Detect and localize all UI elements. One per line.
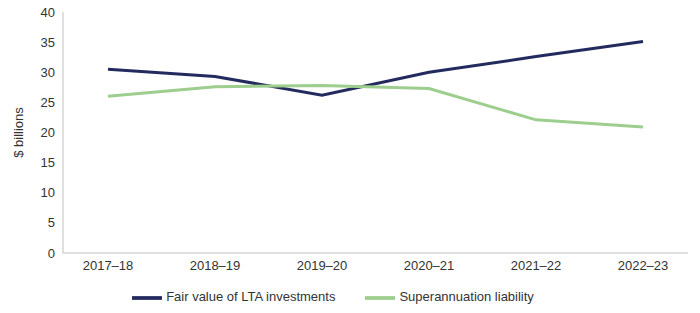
svg-text:2021–22: 2021–22 [511, 258, 562, 273]
svg-text:20: 20 [41, 125, 55, 140]
svg-text:10: 10 [41, 185, 55, 200]
html-text:Fair value of LTA investments: Fair value of LTA investments [166, 289, 336, 305]
svg-text:25: 25 [41, 95, 55, 110]
svg-text:2019–20: 2019–20 [297, 258, 348, 273]
svg-text:15: 15 [41, 155, 55, 170]
svg-text:35: 35 [41, 35, 55, 50]
html-text:Superannuation liability: Superannuation liability [399, 289, 534, 305]
svg-text:0: 0 [48, 246, 55, 261]
svg-text:2020–21: 2020–21 [404, 258, 455, 273]
svg-text:30: 30 [41, 65, 55, 80]
svg-text:5: 5 [48, 215, 55, 230]
svg-text:40: 40 [41, 5, 55, 20]
svg-text:$ billions: $ billions [11, 107, 26, 158]
svg-text:2022–23: 2022–23 [618, 258, 669, 273]
svg-text:2017–18: 2017–18 [83, 258, 134, 273]
svg-text:2018–19: 2018–19 [190, 258, 241, 273]
